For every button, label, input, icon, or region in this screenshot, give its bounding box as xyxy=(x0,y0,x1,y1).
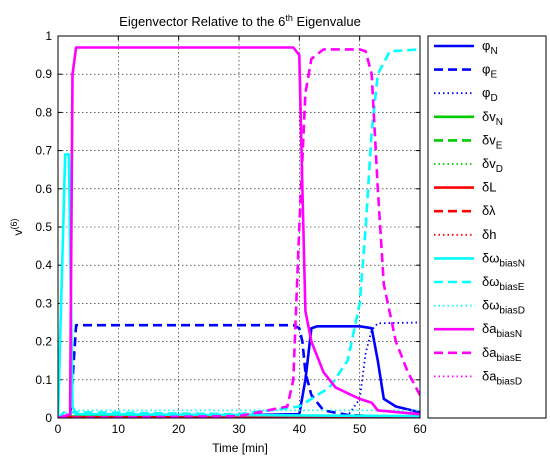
legend-label-delta-lambda: δλ xyxy=(482,203,496,218)
x-tick-label: 40 xyxy=(293,422,307,436)
y-tick-label: 0.9 xyxy=(35,67,52,81)
x-tick-label: 60 xyxy=(413,422,427,436)
legend-label-delta-omega-biase: δωbiasE xyxy=(482,274,525,293)
legend-label-delta-omega-biasd: δωbiasD xyxy=(482,298,525,317)
legend-label-delta-a-biasd: δabiasD xyxy=(482,368,522,387)
y-axis-label: v(6) xyxy=(9,218,25,235)
legend-label-delta-a-biase: δabiasE xyxy=(482,345,522,364)
x-tick-label: 0 xyxy=(55,422,62,436)
legend-label-delta-l: δL xyxy=(482,180,496,195)
y-tick-label: 0.5 xyxy=(35,220,52,234)
legend-label-delta-v-d: δvD xyxy=(482,156,503,175)
legend-label-phi-e: φE xyxy=(482,62,497,81)
y-tick-label: 1 xyxy=(45,29,52,43)
legend-label-phi-d: φD xyxy=(482,85,498,104)
x-tick-label: 50 xyxy=(353,422,367,436)
y-tick-label: 0.1 xyxy=(35,373,52,387)
legend-label-delta-v-e: δvE xyxy=(482,132,503,151)
legend-label-delta-v-n: δvN xyxy=(482,109,503,128)
plot-frame xyxy=(57,35,421,419)
x-tick-label: 10 xyxy=(112,422,126,436)
y-tick-label: 0.8 xyxy=(35,105,52,119)
series-line-delta-omega-biasn xyxy=(58,153,420,418)
legend: φN φE φD δvN δvE δvD δL δλ δh δωbiasN δωbiasE δωbia… xyxy=(427,35,547,419)
y-tick-label: 0.4 xyxy=(35,258,52,272)
chart-title: Eigenvector Relative to the 6th Eigenval… xyxy=(119,13,361,29)
series-line-phi-d xyxy=(58,321,420,418)
x-tick-labels: 0 10 20 30 40 50 60 xyxy=(55,422,427,436)
plot-grid xyxy=(57,35,421,419)
x-tick-label: 30 xyxy=(232,422,246,436)
series-line-delta-a-biase xyxy=(58,48,420,418)
plot-series xyxy=(58,46,420,418)
y-tick-label: 0.7 xyxy=(35,144,52,158)
series-line-phi-e xyxy=(58,323,420,418)
y-tick-label: 0.6 xyxy=(35,182,52,196)
legend-label-delta-h: δh xyxy=(482,227,496,242)
series-line-delta-a-biasn xyxy=(58,46,420,418)
legend-label-delta-omega-biasn: δωbiasN xyxy=(482,250,525,269)
y-tick-labels: 0 0.1 0.2 0.3 0.4 0.5 0.6 0.7 0.8 0.9 1 xyxy=(35,29,52,425)
legend-label-delta-a-biasn: δabiasN xyxy=(482,321,522,340)
y-tick-label: 0 xyxy=(45,411,52,425)
series-line-phi-n xyxy=(58,325,420,418)
x-tick-label: 20 xyxy=(172,422,186,436)
y-tick-label: 0.2 xyxy=(35,335,52,349)
series-line-delta-omega-biase xyxy=(58,48,420,418)
legend-box xyxy=(427,35,547,419)
legend-label-phi-n: φN xyxy=(482,38,498,57)
y-tick-label: 0.3 xyxy=(35,296,52,310)
x-axis-label: Time [min] xyxy=(212,441,268,455)
